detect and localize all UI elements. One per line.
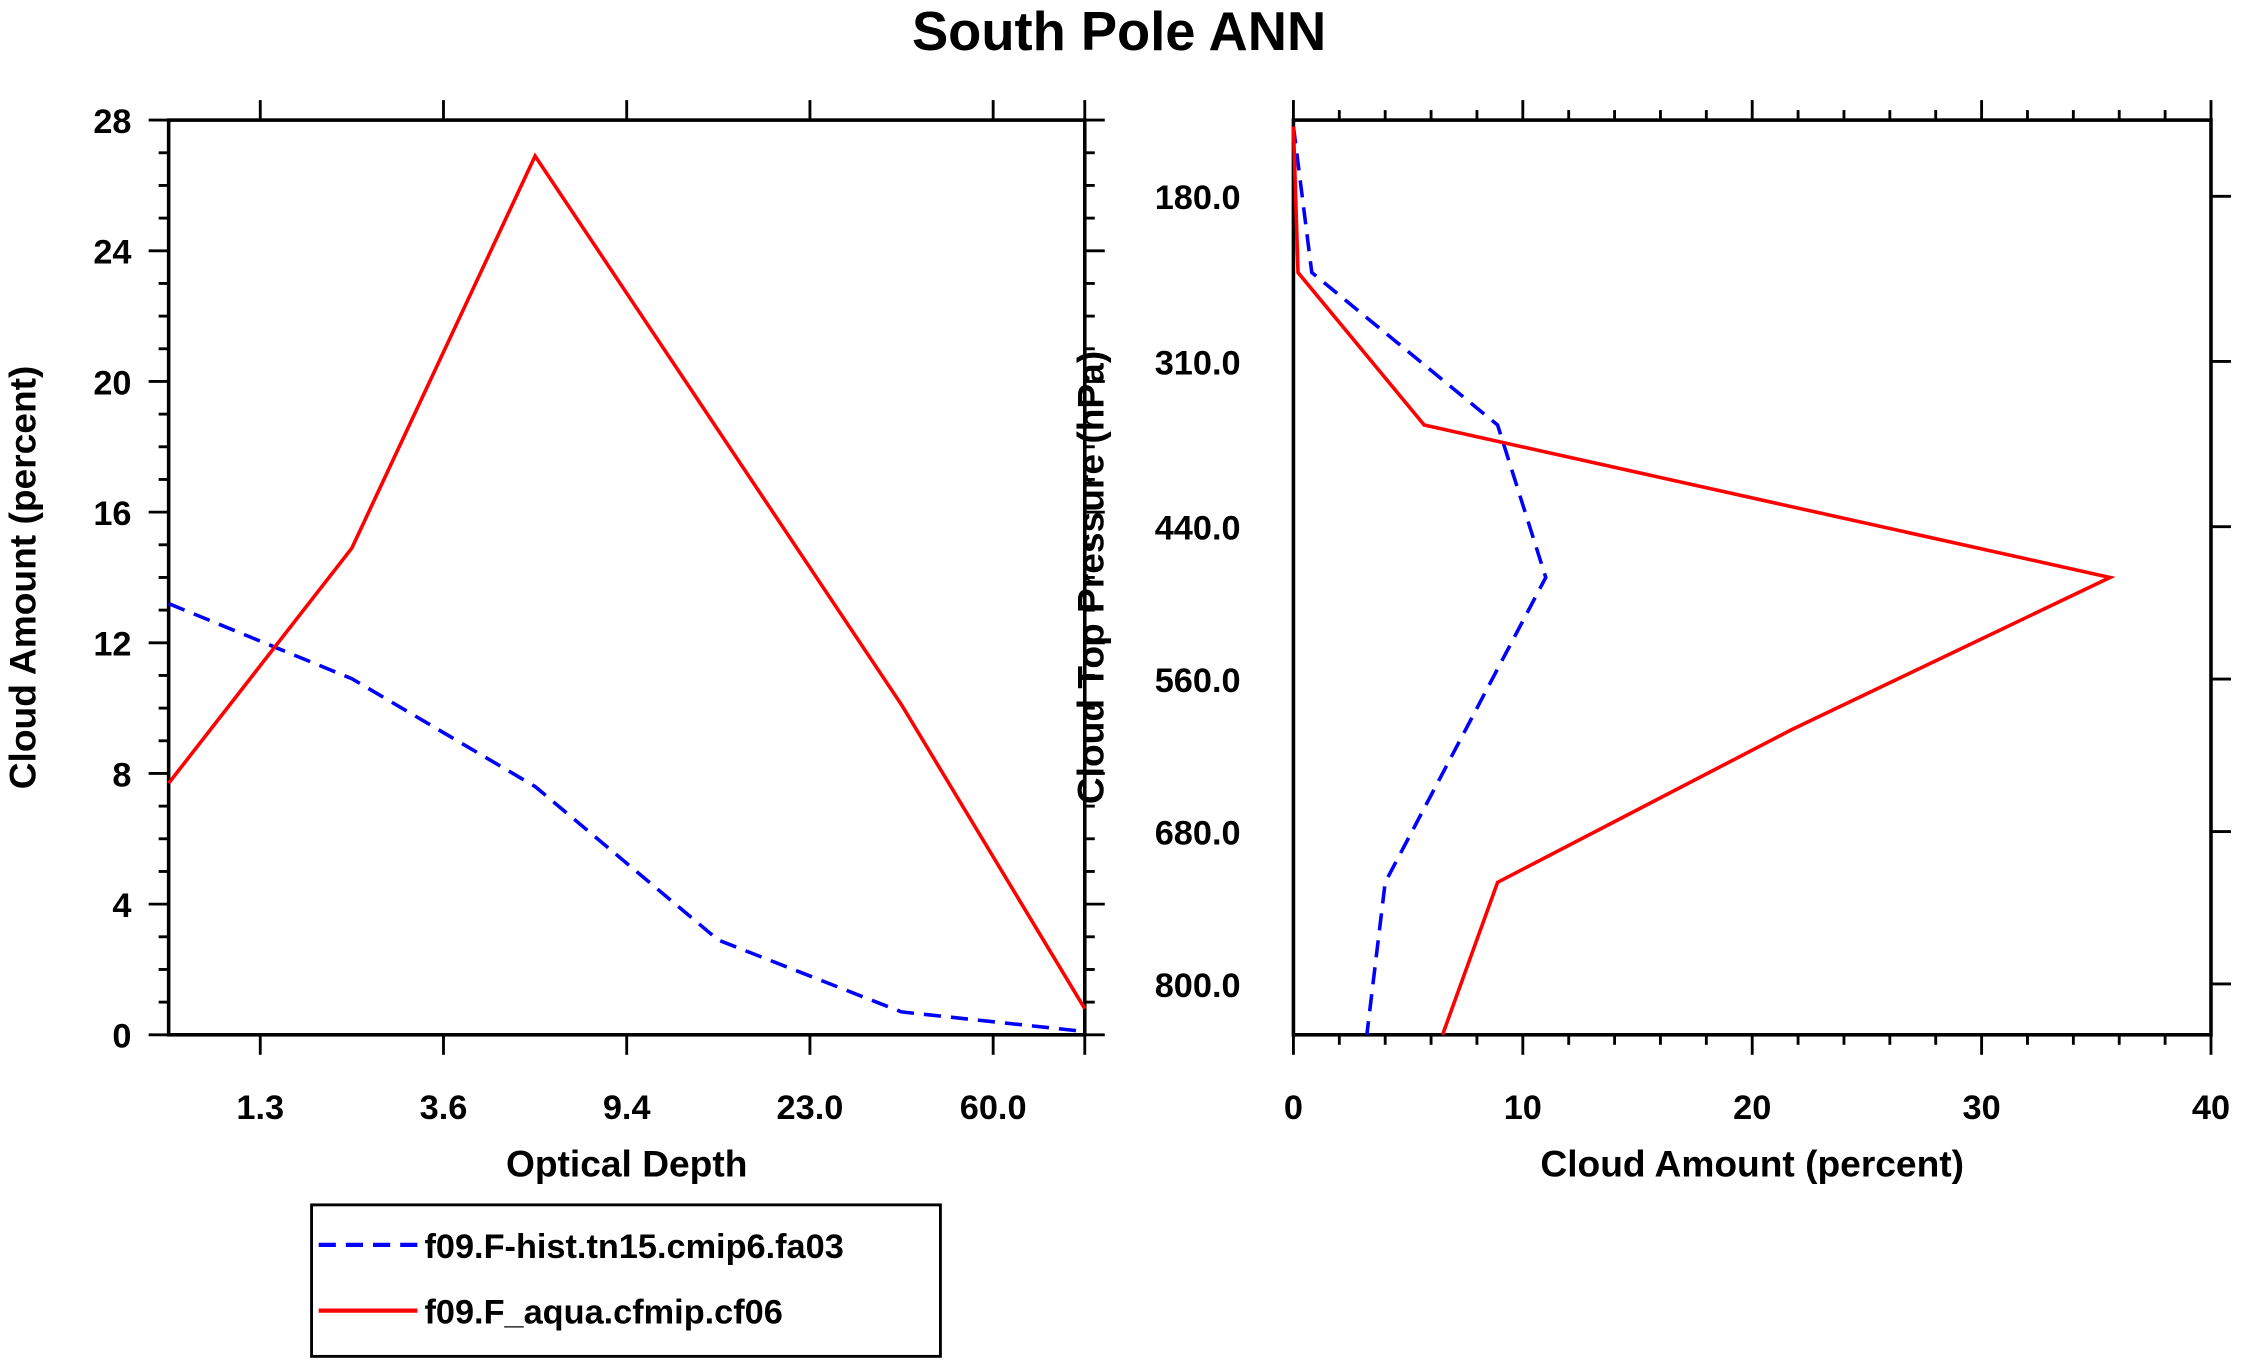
y-tick-label: 16	[93, 495, 131, 533]
y-tick-label: 4	[112, 887, 131, 925]
y-tick-label: 20	[93, 364, 131, 402]
plot-frame	[1291, 118, 2213, 1037]
series-line-1	[167, 601, 1085, 1034]
series-line-1	[1291, 126, 1548, 1036]
y-tick-label: 12	[93, 626, 131, 664]
x-axis-label: Cloud Amount (percent)	[1540, 1142, 1964, 1184]
legend-label-series2: f09.F_aqua.cfmip.cf06	[424, 1294, 782, 1332]
x-tick-label: 30	[1963, 1089, 2001, 1127]
legend: f09.F-hist.tn15.cmip6.fa03 f09.F_aqua.cf…	[310, 1203, 942, 1358]
legend-label-series1: f09.F-hist.tn15.cmip6.fa03	[424, 1228, 843, 1266]
x-tick-label: 60.0	[960, 1089, 1027, 1127]
series-line-2	[167, 152, 1087, 1010]
x-tick-label: 9.4	[603, 1089, 651, 1127]
plot-frame	[166, 118, 1087, 1037]
y-axis-label: Cloud Top Pressure (hPa)	[1069, 351, 1111, 804]
y-tick-label: 28	[93, 103, 131, 141]
x-tick-label: 0	[1284, 1089, 1303, 1127]
y-tick-label: 560.0	[1155, 662, 1241, 700]
x-tick-label: 40	[2192, 1089, 2230, 1127]
y-tick-label: 440.0	[1155, 509, 1241, 547]
y-tick-label: 8	[112, 756, 131, 794]
y-tick-label: 24	[93, 234, 131, 272]
x-tick-label: 3.6	[420, 1089, 468, 1127]
y-tick-label: 680.0	[1155, 814, 1241, 852]
y-axis-label: Cloud Amount (percent)	[2, 366, 44, 790]
x-axis-label: Optical Depth	[506, 1142, 747, 1184]
x-tick-label: 10	[1504, 1089, 1542, 1127]
y-tick-label: 180.0	[1155, 179, 1241, 217]
chart-title: South Pole ANN	[912, 1, 1326, 62]
left-panel-optical-depth: 0 4 8 12 16 20 24 28 1.3 3.6 9.4 23.0 60.0 Optical De…	[2, 100, 1105, 1184]
right-panel-pressure: 0 10 20 30 40 180.0 310.0 440.0 560.0 680.0 800.0 C…	[1069, 100, 2231, 1184]
series-line-2	[1291, 126, 2116, 1036]
y-tick-label: 310.0	[1155, 344, 1241, 382]
x-tick-label: 23.0	[777, 1089, 844, 1127]
y-tick-label: 800.0	[1155, 967, 1241, 1005]
x-tick-label: 20	[1733, 1089, 1771, 1127]
x-tick-label: 1.3	[236, 1089, 284, 1127]
y-tick-label: 0	[112, 1018, 131, 1056]
legend-box	[310, 1203, 942, 1358]
